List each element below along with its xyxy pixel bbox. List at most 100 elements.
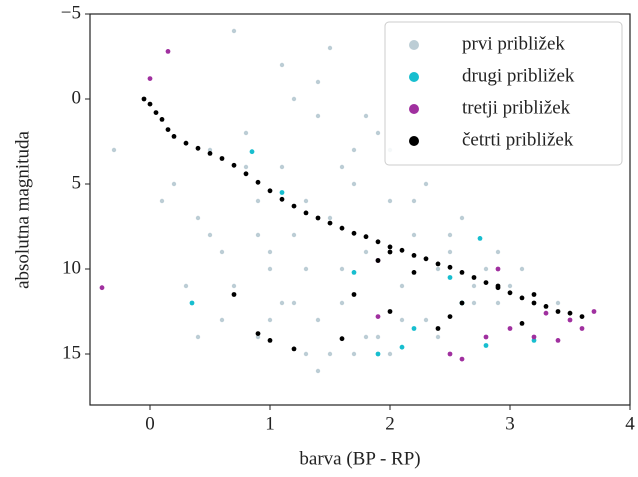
point	[267, 317, 273, 323]
point	[303, 198, 309, 204]
point	[531, 338, 537, 343]
point	[411, 253, 417, 258]
point	[375, 334, 381, 340]
point	[363, 113, 369, 119]
point	[255, 198, 261, 204]
point	[477, 236, 483, 241]
y-tick-label: −5	[61, 2, 81, 23]
point	[399, 283, 405, 289]
point	[111, 147, 117, 153]
point	[483, 280, 489, 285]
point	[327, 351, 333, 357]
point	[519, 266, 525, 272]
point	[567, 317, 573, 323]
point	[279, 62, 285, 68]
point	[255, 179, 261, 185]
point	[291, 96, 297, 102]
y-tick-label: 10	[62, 257, 81, 278]
legend-marker	[409, 72, 419, 82]
point	[183, 283, 189, 289]
point	[207, 147, 213, 153]
x-tick-label: 4	[625, 413, 635, 434]
point	[483, 334, 489, 340]
point	[303, 266, 309, 272]
point	[153, 110, 159, 115]
legend-marker	[409, 40, 419, 50]
point	[447, 314, 453, 319]
x-tick-label: 0	[145, 413, 155, 434]
points	[99, 28, 597, 374]
point	[339, 266, 345, 272]
point	[351, 270, 357, 275]
point	[567, 310, 573, 316]
point	[159, 117, 165, 122]
point	[519, 295, 525, 301]
point	[423, 317, 429, 323]
point	[147, 76, 153, 81]
point	[231, 162, 237, 168]
point	[303, 351, 309, 357]
point	[207, 232, 213, 238]
point	[555, 309, 561, 314]
point	[435, 261, 441, 267]
x-tick-label: 3	[505, 413, 515, 434]
point	[351, 351, 357, 357]
point	[279, 196, 285, 202]
point	[459, 356, 465, 362]
point	[423, 181, 429, 187]
point	[495, 300, 501, 306]
point	[375, 314, 381, 319]
point	[315, 79, 321, 85]
point	[435, 266, 441, 272]
legend-label: četrti približek	[462, 129, 574, 150]
point	[543, 304, 549, 309]
point	[363, 234, 369, 240]
point	[279, 300, 285, 306]
point	[291, 300, 297, 306]
point	[447, 351, 453, 357]
point	[531, 334, 537, 340]
point	[339, 300, 345, 306]
point	[495, 249, 501, 255]
point	[315, 215, 321, 221]
point	[327, 215, 333, 221]
point	[471, 283, 477, 289]
point	[255, 334, 261, 340]
point	[315, 368, 321, 374]
legend-marker	[409, 136, 419, 146]
point	[159, 198, 165, 204]
point	[471, 300, 477, 306]
point	[399, 317, 405, 323]
point	[507, 283, 513, 289]
point	[447, 275, 453, 280]
point	[267, 266, 273, 272]
point	[219, 317, 225, 323]
legend: prvi približek drugi približek tretji prib…	[384, 21, 623, 166]
point	[435, 326, 441, 331]
point	[375, 130, 381, 136]
point	[141, 96, 147, 102]
point	[315, 317, 321, 323]
point	[507, 290, 513, 296]
x-tick-label: 1	[265, 413, 275, 434]
point	[459, 215, 465, 221]
point	[387, 309, 393, 314]
point	[189, 300, 195, 306]
point	[375, 258, 381, 263]
point	[483, 343, 489, 348]
y-tick-label: 5	[72, 172, 82, 193]
point	[195, 334, 201, 340]
point	[267, 338, 273, 343]
point	[147, 101, 153, 107]
point	[387, 249, 393, 255]
point	[243, 171, 249, 177]
point	[255, 331, 261, 336]
point	[399, 247, 405, 253]
point	[531, 292, 537, 297]
point	[195, 145, 201, 151]
point	[255, 232, 261, 238]
ticks: 0 1 2 3 4 −5 0 5 10 15	[61, 2, 635, 434]
point	[531, 300, 537, 306]
point	[387, 244, 393, 250]
point	[327, 220, 333, 226]
